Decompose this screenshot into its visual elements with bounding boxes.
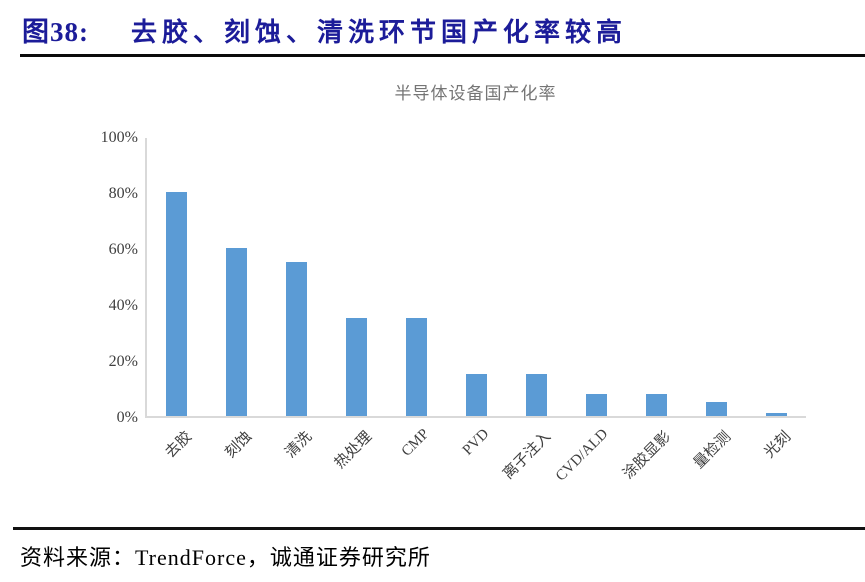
report-header: 图38: 去胶、刻蚀、清洗环节国产化率较高 bbox=[22, 10, 627, 49]
chart-bar bbox=[346, 318, 367, 416]
y-tick-label: 0% bbox=[116, 409, 138, 426]
chart-bar bbox=[166, 192, 187, 416]
chart-bar bbox=[706, 402, 727, 416]
x-tick-label: 光刻 bbox=[761, 428, 795, 462]
chart-title: 半导体设备国产化率 bbox=[394, 84, 557, 103]
y-tick-label: 60% bbox=[108, 241, 138, 258]
chart-bar bbox=[766, 413, 787, 416]
chart-bar bbox=[286, 262, 307, 416]
y-tick-label: 80% bbox=[108, 185, 138, 202]
x-tick-label: CVD/ALD bbox=[552, 426, 612, 485]
chart-bar bbox=[526, 374, 547, 416]
footer-divider bbox=[13, 527, 865, 530]
y-tick-label: 20% bbox=[108, 353, 138, 370]
x-tick-label: 离子注入 bbox=[500, 428, 555, 483]
plot-area: 去胶 刻蚀 清洗 热处理 CMP PVD 离子注入 CVD/ALD 涂胶显影 量检测 光刻 bbox=[145, 138, 806, 484]
figure-title: 去胶、刻蚀、清洗环节国产化率较高 bbox=[131, 18, 628, 47]
y-tick-label: 100% bbox=[100, 129, 138, 146]
chart-bar bbox=[466, 374, 487, 416]
data-source-text: 资料来源：TrendForce，诚通证券研究所 bbox=[20, 545, 431, 570]
figure-number-label: 图38: bbox=[22, 17, 89, 47]
x-tick-label: 涂胶显影 bbox=[620, 428, 675, 483]
x-tick-label: 量检测 bbox=[690, 428, 735, 472]
x-tick-label: 刻蚀 bbox=[222, 428, 256, 462]
x-tick-label: 热处理 bbox=[331, 428, 376, 472]
x-tick-label: 去胶 bbox=[162, 428, 196, 462]
y-tick-label: 40% bbox=[108, 297, 138, 314]
y-axis: 0% 20% 40% 60% 80% 100% bbox=[55, 0, 138, 582]
chart-bar bbox=[646, 394, 667, 416]
x-tick-label: PVD bbox=[459, 426, 493, 459]
header-divider bbox=[20, 54, 865, 57]
x-tick-label: 清洗 bbox=[282, 428, 316, 462]
chart-bar bbox=[586, 394, 607, 416]
x-tick-label: CMP bbox=[398, 426, 433, 460]
chart-bar bbox=[406, 318, 427, 416]
chart-bar bbox=[226, 248, 247, 416]
